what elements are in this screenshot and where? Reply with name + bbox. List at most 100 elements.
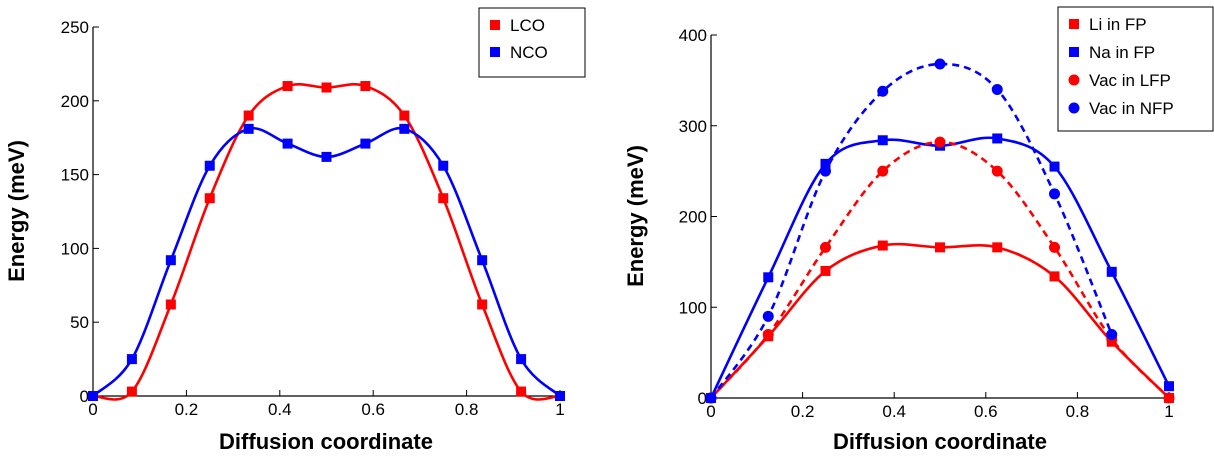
data-point — [934, 136, 946, 148]
series-na-in-fp — [706, 133, 1174, 403]
data-point — [204, 193, 215, 204]
legend-marker — [490, 20, 500, 30]
y-axis-title: Energy (meV) — [623, 145, 648, 287]
x-tick-label: 1 — [555, 400, 564, 419]
legend-marker — [1068, 74, 1080, 86]
y-tick-label: 0 — [698, 389, 707, 408]
x-tick-label: 0.2 — [175, 400, 199, 419]
data-point — [438, 160, 449, 171]
data-point — [165, 255, 176, 266]
y-tick-label: 200 — [61, 92, 89, 111]
data-point — [992, 133, 1003, 144]
y-tick-label: 50 — [70, 313, 89, 332]
legend-label: Na in FP — [1089, 43, 1155, 62]
x-axis-title: Diffusion coordinate — [219, 429, 433, 454]
data-point — [1049, 241, 1060, 253]
data-point — [165, 299, 176, 310]
x-tick-label: 0 — [88, 400, 97, 419]
y-tick-label: 250 — [61, 18, 89, 37]
data-point — [820, 158, 831, 169]
x-tick-label: 0 — [706, 402, 715, 421]
y-tick-label: 400 — [679, 26, 707, 45]
x-tick-label: 1 — [1164, 402, 1173, 421]
data-point — [321, 151, 332, 162]
data-point — [820, 165, 831, 177]
x-tick-label: 0.2 — [791, 402, 815, 421]
x-axis-title: Diffusion coordinate — [833, 429, 1047, 454]
data-point — [1106, 266, 1117, 277]
legend-marker — [1069, 19, 1079, 29]
data-point — [126, 386, 137, 397]
data-point — [877, 240, 888, 251]
series-line — [710, 140, 1170, 399]
series-line — [709, 136, 1171, 399]
data-point — [555, 391, 565, 401]
data-point — [877, 165, 889, 177]
y-tick-label: 100 — [679, 298, 707, 317]
series-line — [92, 126, 561, 397]
series-lco — [88, 81, 565, 401]
data-point — [438, 193, 449, 204]
legend-marker — [1068, 102, 1080, 114]
x-tick-label: 0.8 — [455, 400, 479, 419]
data-point — [992, 242, 1003, 253]
series-line — [709, 62, 1113, 399]
data-point — [763, 272, 774, 283]
y-tick-label: 150 — [61, 166, 89, 185]
series-line — [710, 242, 1170, 399]
data-point — [934, 58, 946, 70]
data-point — [991, 83, 1003, 95]
legend-box — [1057, 6, 1214, 132]
data-point — [321, 82, 332, 93]
y-axis-title: Energy (meV) — [4, 140, 29, 282]
data-point — [877, 135, 888, 146]
y-tick-label: 200 — [679, 208, 707, 227]
data-point — [516, 354, 527, 365]
data-point — [1164, 381, 1174, 392]
chart-panel-1: 0 0.2 0.4 0.6 0.8 1 0 50 100 150 200 250 Diffusion c… — [4, 7, 586, 454]
legend-marker — [1069, 47, 1079, 57]
y-tick-label: 300 — [679, 117, 707, 136]
legend-label: LCO — [510, 16, 545, 35]
data-point — [399, 123, 410, 134]
data-point — [762, 328, 774, 340]
data-point — [935, 242, 945, 253]
data-point — [1049, 161, 1060, 172]
data-point — [477, 255, 488, 266]
data-point — [477, 299, 488, 310]
legend-label: NCO — [510, 43, 548, 62]
data-point — [1049, 271, 1060, 282]
legend: LCO NCO — [478, 7, 586, 78]
chart-panel-2: 0 0.2 0.4 0.6 0.8 1 0 100 200 300 400 Diffusion coo… — [623, 6, 1214, 454]
data-point — [1163, 392, 1175, 404]
data-point — [204, 160, 215, 171]
x-tick-label: 0.4 — [882, 402, 906, 421]
series-vac-in-lfp — [705, 136, 1175, 404]
x-tick-label: 0.6 — [974, 402, 998, 421]
series-nco — [88, 123, 565, 401]
legend-marker — [490, 47, 500, 57]
data-point — [282, 138, 293, 149]
data-point — [1049, 188, 1060, 200]
series-line — [92, 83, 561, 401]
data-point — [126, 354, 137, 365]
legend-label: Li in FP — [1089, 15, 1147, 34]
data-point — [399, 110, 410, 121]
legend-box — [478, 7, 586, 78]
data-point — [1106, 328, 1118, 340]
data-point — [360, 81, 371, 92]
x-tick-label: 0.4 — [268, 400, 292, 419]
data-point — [88, 391, 98, 401]
data-point — [991, 165, 1003, 177]
data-point — [762, 310, 774, 322]
series-vac-in-nfp — [705, 58, 1118, 404]
legend: Li in FP Na in FP Vac in LFP Vac in NFP — [1057, 6, 1214, 132]
legend-label: Vac in LFP — [1089, 71, 1171, 90]
data-point — [705, 392, 717, 404]
y-tick-label: 100 — [61, 239, 89, 258]
x-tick-label: 0.6 — [361, 400, 385, 419]
data-point — [820, 265, 831, 276]
data-point — [877, 85, 889, 97]
x-tick-label: 0.8 — [1066, 402, 1090, 421]
